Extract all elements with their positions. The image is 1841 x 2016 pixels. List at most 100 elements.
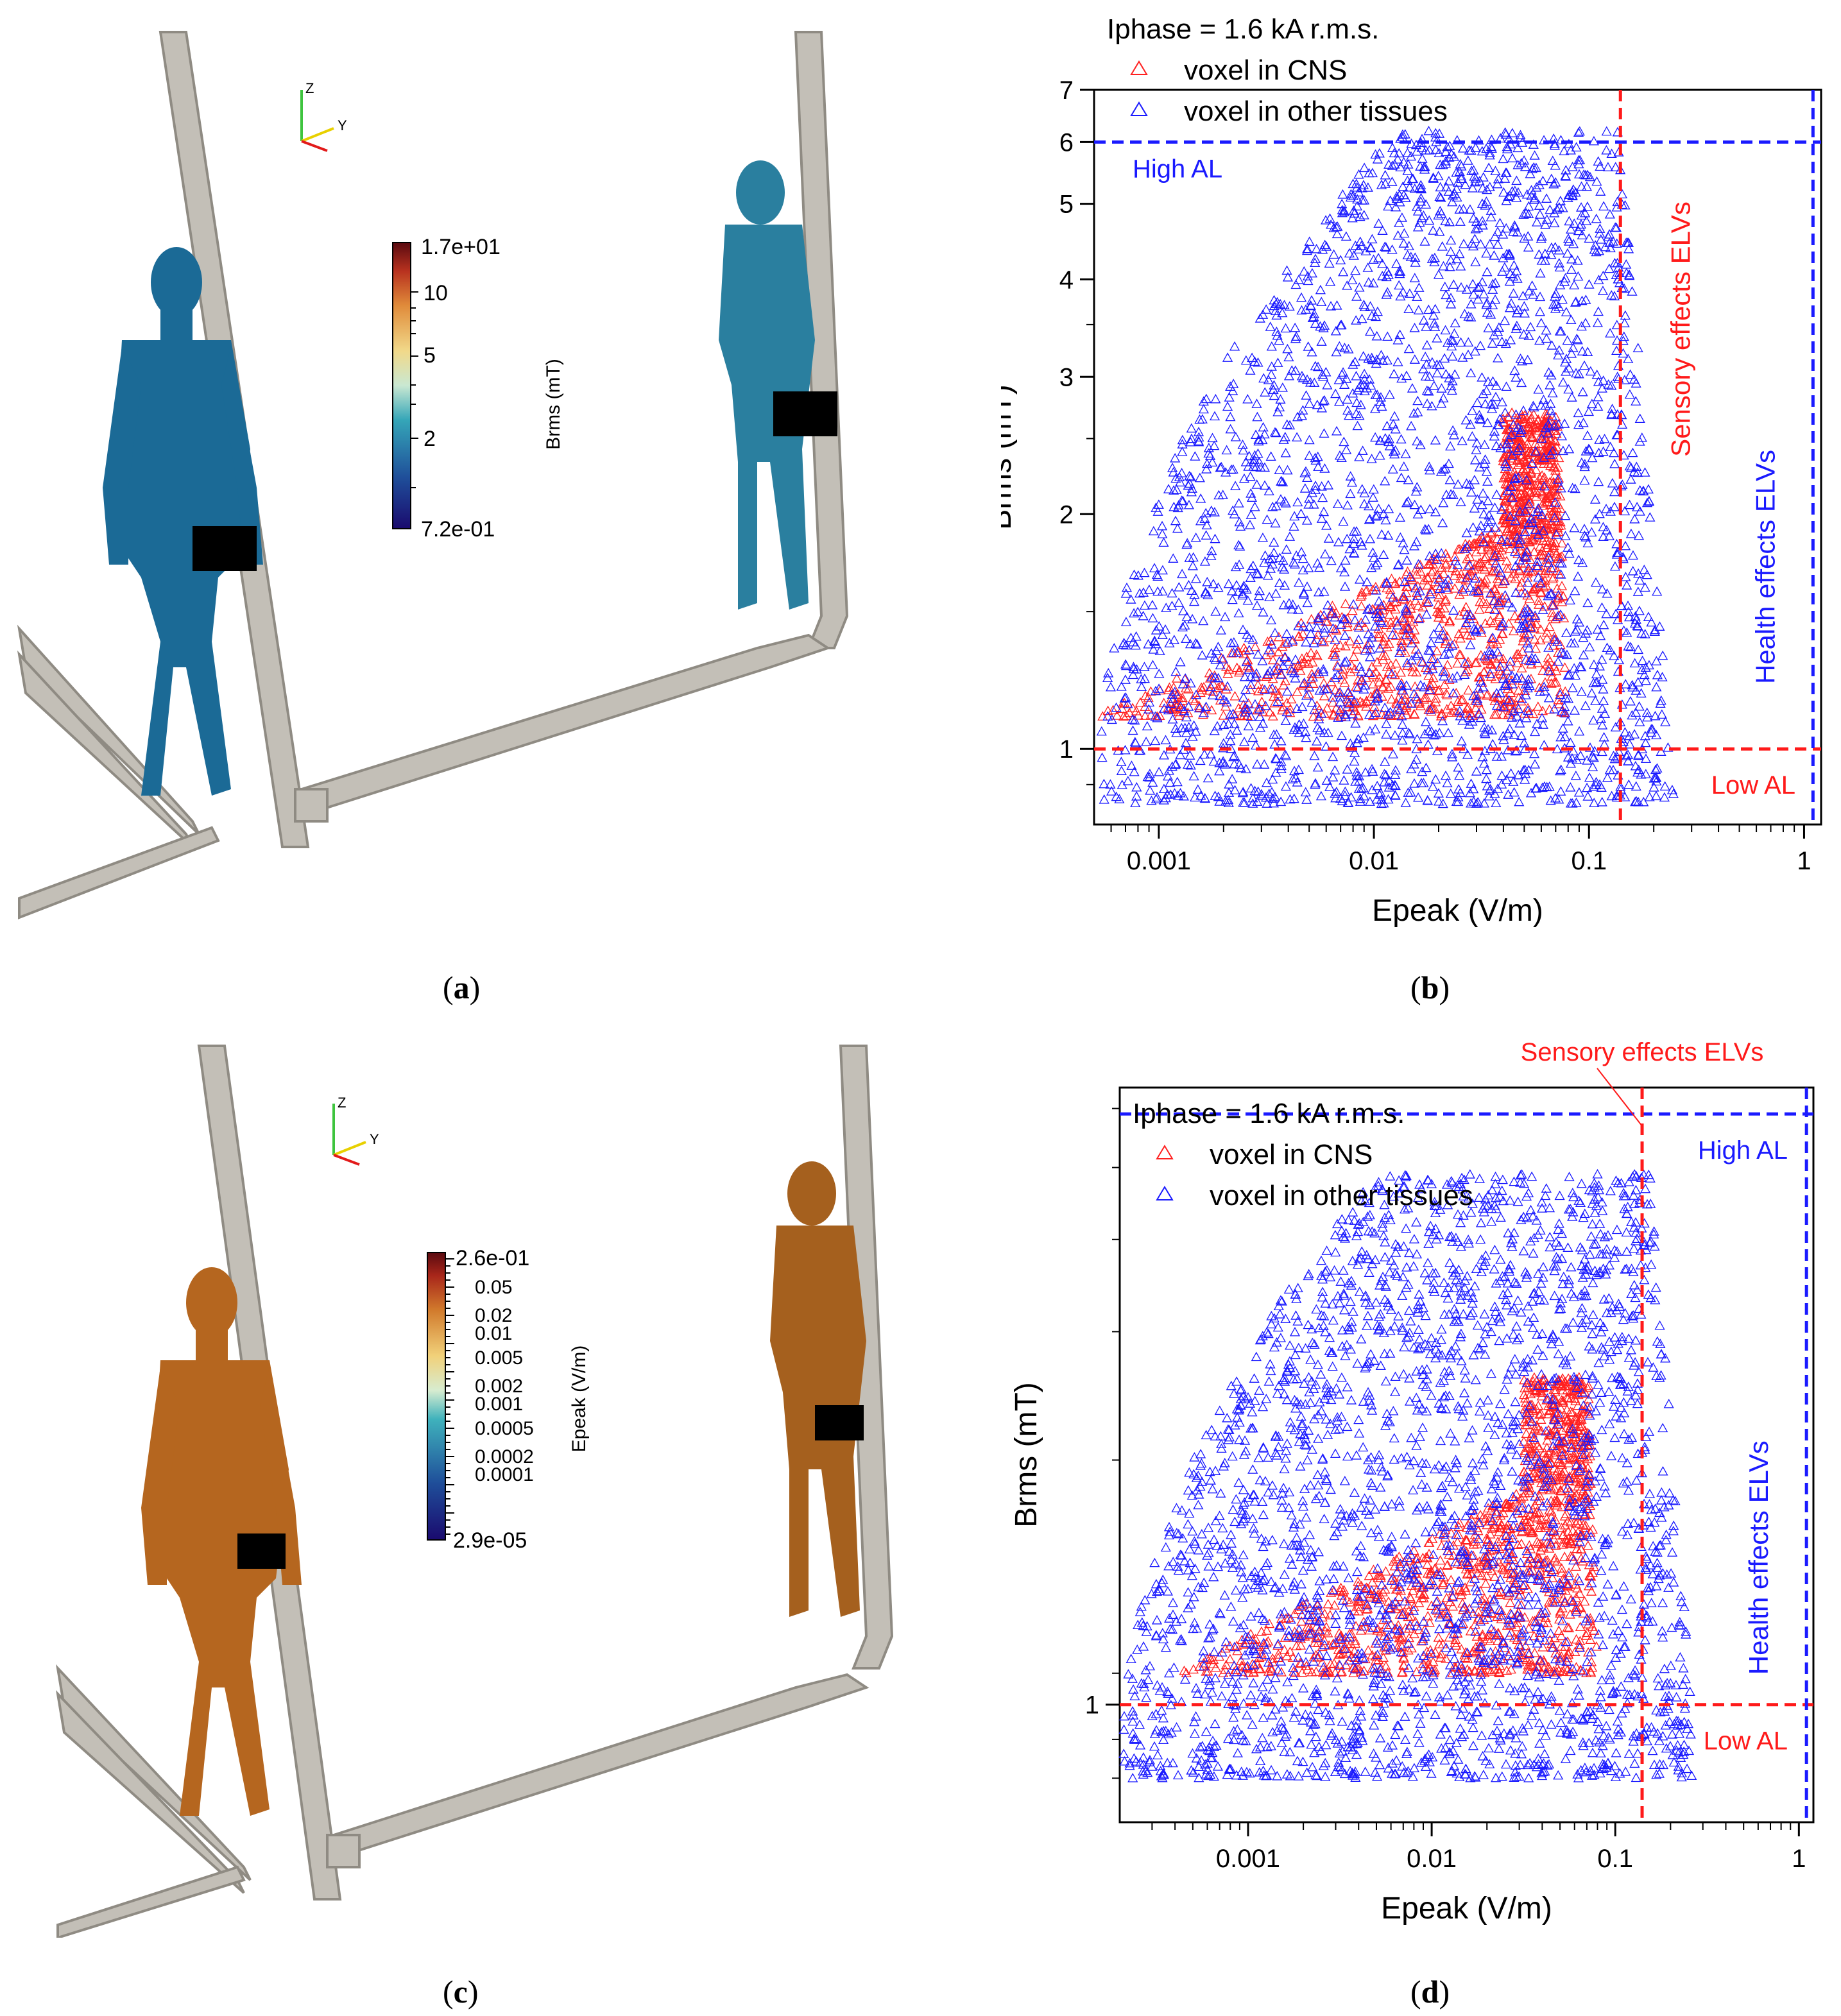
data-point-triangle: [1159, 703, 1170, 713]
data-point-triangle: [1412, 291, 1423, 301]
data-point-triangle: [1339, 613, 1351, 624]
data-point-triangle: [1345, 192, 1357, 202]
data-point-triangle: [1550, 465, 1561, 475]
data-point-triangle: [1328, 223, 1339, 232]
data-point-triangle: [1305, 647, 1317, 658]
data-point-triangle: [1481, 385, 1492, 395]
data-point-triangle: [1410, 1616, 1421, 1626]
data-point-triangle: [1555, 639, 1566, 649]
data-point-triangle: [1296, 547, 1307, 556]
data-point-triangle: [1290, 773, 1301, 782]
data-point-triangle: [1194, 432, 1204, 441]
data-point-triangle: [1570, 1605, 1581, 1614]
data-point-triangle: [1530, 610, 1541, 620]
data-point-triangle: [1449, 638, 1460, 649]
data-point-triangle: [1590, 696, 1601, 705]
data-point-triangle: [1456, 173, 1467, 184]
data-point-triangle: [1195, 790, 1206, 800]
data-point-triangle: [1563, 139, 1575, 149]
data-point-triangle: [1253, 568, 1263, 579]
data-point-triangle: [1542, 1562, 1553, 1573]
data-point-triangle: [1489, 431, 1500, 441]
data-point-triangle: [1246, 492, 1258, 502]
data-point-triangle: [1527, 458, 1537, 468]
data-point-triangle: [1452, 658, 1463, 668]
data-point-triangle: [1565, 782, 1576, 792]
data-point-triangle: [1205, 749, 1216, 758]
data-point-triangle: [1537, 175, 1548, 185]
data-point-triangle: [1335, 320, 1346, 330]
data-point-triangle: [1340, 656, 1352, 666]
data-point-triangle: [1651, 656, 1662, 665]
data-point-triangle: [1489, 330, 1500, 339]
data-point-triangle: [1341, 373, 1352, 383]
colorbar-tick-label: 0.05: [475, 1277, 512, 1298]
data-point-triangle: [1235, 521, 1246, 531]
data-point-triangle: [1493, 173, 1504, 184]
data-point-triangle: [1528, 289, 1539, 299]
data-point-triangle: [1433, 171, 1444, 180]
data-point-triangle: [1158, 697, 1169, 708]
data-point-triangle: [1462, 349, 1474, 359]
data-point-triangle: [1557, 1539, 1569, 1549]
data-point-triangle: [1343, 344, 1354, 354]
data-point-triangle: [1469, 455, 1481, 465]
data-point-triangle: [1228, 505, 1238, 515]
data-point-triangle: [1301, 390, 1312, 400]
y-axis-label: Brms (mT): [1001, 384, 1018, 530]
colorbar-tick-label: 0.0005: [475, 1418, 534, 1439]
data-point-triangle: [1367, 604, 1378, 614]
data-point-triangle: [1347, 212, 1358, 223]
data-point-triangle: [1545, 795, 1556, 805]
data-point-triangle: [1339, 581, 1351, 591]
data-point-triangle: [1473, 683, 1484, 693]
data-point-triangle: [1574, 1602, 1585, 1611]
data-point-triangle: [1303, 658, 1314, 668]
data-point-triangle: [1480, 728, 1491, 739]
data-point-triangle: [1352, 194, 1363, 204]
data-point-triangle: [1540, 422, 1551, 432]
data-point-triangle: [1323, 728, 1333, 737]
data-point-triangle: [1387, 629, 1398, 639]
data-point-triangle: [1117, 698, 1128, 708]
data-point-triangle: [1480, 574, 1491, 584]
data-point-triangle: [1434, 589, 1446, 599]
data-point-triangle: [1302, 472, 1313, 483]
data-point-triangle: [1584, 233, 1595, 243]
data-point-triangle: [1229, 785, 1240, 794]
data-point-triangle: [1559, 613, 1570, 622]
data-point-triangle: [1624, 739, 1635, 749]
data-point-triangle: [1623, 611, 1635, 622]
data-point-triangle: [1516, 1493, 1527, 1503]
data-point-triangle: [1409, 634, 1420, 644]
data-point-triangle: [1426, 653, 1437, 663]
data-point-triangle: [1516, 1600, 1527, 1610]
data-point-triangle: [1319, 395, 1330, 405]
data-point-triangle: [1546, 671, 1557, 681]
data-point-triangle: [1120, 617, 1132, 626]
data-point-triangle: [1580, 169, 1591, 180]
data-point-triangle: [1489, 426, 1500, 436]
data-point-triangle: [1579, 1509, 1590, 1519]
data-point-triangle: [1277, 307, 1288, 318]
data-point-triangle: [1272, 357, 1283, 367]
data-point-triangle: [1335, 711, 1346, 721]
data-point-triangle: [1425, 556, 1436, 565]
data-point-triangle: [1464, 560, 1475, 570]
data-point-triangle: [1275, 298, 1286, 309]
data-point-triangle: [1513, 459, 1524, 470]
data-point-triangle: [1246, 488, 1256, 498]
data-point-triangle: [1513, 703, 1524, 713]
data-point-triangle: [1596, 782, 1607, 792]
data-point-triangle: [1353, 187, 1364, 197]
data-point-triangle: [1464, 145, 1475, 155]
data-point-triangle: [1564, 1485, 1575, 1496]
data-point-triangle: [1611, 269, 1622, 279]
data-point-triangle: [1261, 1625, 1272, 1635]
data-point-triangle: [1274, 335, 1285, 345]
data-point-triangle: [1557, 203, 1568, 212]
data-point-triangle: [1562, 335, 1573, 345]
data-point-triangle: [1500, 590, 1511, 600]
data-point-triangle: [1591, 176, 1602, 186]
data-point-triangle: [1364, 515, 1374, 524]
